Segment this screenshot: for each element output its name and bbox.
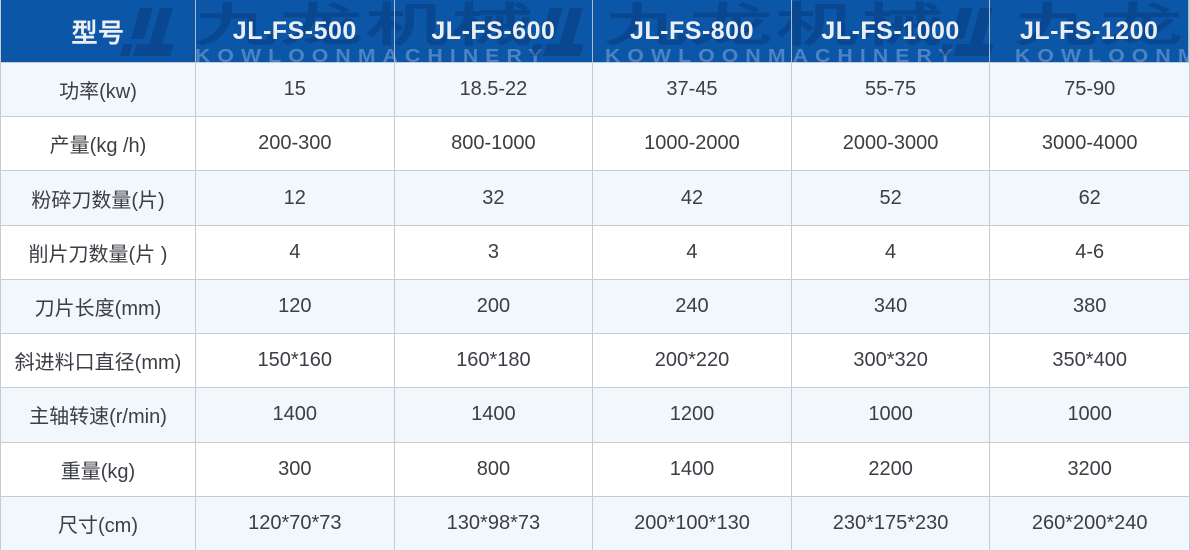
spec-cell: 120 (196, 279, 395, 334)
spec-cell: 2200 (792, 442, 991, 496)
table-row: 削片刀数量(片 ) 4 3 4 4 4-6 (1, 225, 1189, 280)
row-label: 粉碎刀数量(片) (1, 171, 196, 225)
spec-cell: 1000-2000 (593, 117, 792, 171)
spec-cell: 300 (196, 442, 395, 496)
spec-cell: 1400 (395, 388, 594, 442)
table-row: 重量(kg) 300 800 1400 2200 3200 (1, 442, 1189, 497)
column-header-label: JL-FS-1000 (821, 16, 960, 45)
spec-cell: 800-1000 (395, 117, 594, 171)
spec-cell: 52 (792, 171, 991, 225)
spec-cell: 1400 (593, 442, 792, 496)
spec-cell: 3200 (1067, 457, 1112, 480)
spec-cell: 3 (395, 225, 594, 279)
spec-cell: 3000-4000 (1041, 132, 1138, 155)
column-header-label: JL-FS-500 (232, 16, 357, 45)
spec-cell: 200 (395, 279, 594, 334)
row-label: 尺寸(cm) (1, 496, 196, 550)
spec-cell: 350*400 (1052, 349, 1127, 372)
row-label: 刀片长度(mm) (1, 279, 196, 334)
table-row: 尺寸(cm) 120*70*73 130*98*73 200*100*130 230*1… (1, 496, 1189, 550)
spec-cell: 150*160 (196, 334, 395, 388)
table-row: 主轴转速(r/min) 1400 1400 1200 1000 1000 (1, 388, 1189, 443)
column-header-label: JL-FS-600 (431, 16, 556, 45)
column-header: JL-FS-1200 (990, 0, 1189, 62)
column-header: JL-FS-1000 (792, 0, 991, 62)
spec-cell: 1400 (196, 388, 395, 442)
spec-cell: 12 (196, 171, 395, 225)
table-body: 功率(kw) 15 18.5-22 37-45 55-75 75-90 产量(kg /h) 2… (1, 63, 1189, 550)
column-header: JL-FS-800 (593, 0, 792, 62)
row-label: 功率(kw) (1, 63, 196, 117)
table-row: 斜进料口直径(mm) 150*160 160*180 200*220 300*320 35… (1, 334, 1189, 389)
spec-cell: 55-75 (792, 63, 991, 117)
spec-cell: 260*200*240 (1031, 511, 1148, 534)
row-label: 斜进料口直径(mm) (1, 334, 196, 388)
column-header: JL-FS-500 (196, 0, 395, 62)
column-header-label: JL-FS-1200 (1020, 16, 1159, 45)
spec-cell: 75-90 (1064, 78, 1116, 101)
row-label: 削片刀数量(片 ) (1, 225, 196, 279)
spec-cell: 4 (792, 225, 991, 279)
spec-cell: 200*100*130 (593, 496, 792, 550)
spec-cell: 200*220 (593, 334, 792, 388)
spec-cell: 2000-3000 (792, 117, 991, 171)
spec-cell: 32 (395, 171, 594, 225)
row-label: 产量(kg /h) (1, 117, 196, 171)
spec-cell: 37-45 (593, 63, 792, 117)
spec-cell: 200-300 (196, 117, 395, 171)
spec-cell: 1200 (593, 388, 792, 442)
spec-cell: 62 (1078, 186, 1101, 209)
table-row: 粉碎刀数量(片) 12 32 42 52 62 (1, 171, 1189, 226)
spec-cell: 240 (593, 279, 792, 334)
table-row: 产量(kg /h) 200-300 800-1000 1000-2000 2000-30… (1, 117, 1189, 172)
spec-cell: 230*175*230 (792, 496, 991, 550)
spec-cell: 42 (593, 171, 792, 225)
spec-cell: 130*98*73 (395, 496, 594, 550)
spec-cell: 15 (196, 63, 395, 117)
spec-cell: 1000 (792, 388, 991, 442)
spec-cell: 380 (1073, 294, 1107, 317)
spec-cell: 340 (792, 279, 991, 334)
spec-cell: 1000 (1067, 403, 1112, 426)
spec-cell: 18.5-22 (395, 63, 594, 117)
column-header-label: JL-FS-800 (630, 16, 754, 45)
table-row: 功率(kw) 15 18.5-22 37-45 55-75 75-90 (1, 63, 1189, 118)
spec-cell: 120*70*73 (196, 496, 395, 550)
spec-cell: 800 (395, 442, 594, 496)
column-header-model-label: 型号 (1, 0, 196, 62)
spec-cell: 300*320 (792, 334, 991, 388)
spec-cell: 4-6 (1075, 240, 1105, 263)
spec-cell: 160*180 (395, 334, 594, 388)
corner-label: 型号 (71, 17, 125, 48)
table-header-row: 型号 JL-FS-500 JL-FS-600 JL-FS-800 JL-FS-1000… (1, 0, 1189, 65)
row-label: 主轴转速(r/min) (1, 388, 196, 442)
spec-cell: 4 (196, 225, 395, 279)
column-header: JL-FS-600 (395, 0, 594, 62)
spec-cell: 4 (593, 225, 792, 279)
row-label: 重量(kg) (1, 442, 196, 496)
table-row: 刀片长度(mm) 120 200 240 340 380 (1, 279, 1189, 335)
